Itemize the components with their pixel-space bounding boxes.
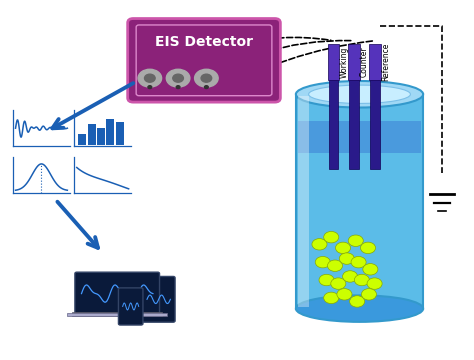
Ellipse shape [296, 295, 423, 322]
Text: Working: Working [340, 46, 349, 78]
Bar [370, 75, 380, 169]
Bar [67, 313, 167, 316]
Bar [298, 121, 421, 153]
Ellipse shape [296, 81, 423, 108]
Circle shape [336, 242, 351, 253]
Circle shape [195, 69, 218, 87]
Circle shape [145, 74, 155, 82]
Circle shape [204, 86, 208, 89]
Circle shape [363, 264, 378, 275]
Circle shape [339, 253, 355, 264]
Bar [116, 122, 124, 145]
FancyBboxPatch shape [118, 288, 143, 325]
Circle shape [367, 278, 382, 289]
Bar [107, 119, 115, 145]
Circle shape [148, 86, 152, 89]
Ellipse shape [309, 85, 410, 103]
Circle shape [361, 289, 376, 300]
Circle shape [138, 69, 162, 87]
Circle shape [331, 278, 346, 289]
Circle shape [312, 239, 327, 250]
Circle shape [350, 296, 365, 307]
Bar [328, 44, 339, 80]
Circle shape [337, 289, 352, 300]
Circle shape [348, 235, 363, 247]
Bar [72, 312, 163, 316]
Circle shape [176, 86, 180, 89]
Bar [78, 134, 86, 145]
Bar [296, 94, 423, 309]
Circle shape [201, 74, 212, 82]
Circle shape [360, 242, 375, 253]
Circle shape [324, 231, 339, 243]
Bar [298, 96, 309, 307]
Circle shape [319, 274, 334, 286]
Bar [348, 44, 359, 80]
Text: Reference: Reference [381, 43, 390, 81]
Circle shape [315, 256, 330, 268]
Circle shape [328, 260, 343, 271]
Circle shape [355, 274, 369, 286]
Circle shape [343, 271, 357, 282]
Text: EIS Detector: EIS Detector [155, 35, 253, 49]
Circle shape [351, 256, 366, 268]
Bar [369, 44, 381, 80]
FancyBboxPatch shape [75, 272, 160, 315]
Text: Counter: Counter [360, 47, 369, 77]
Circle shape [166, 69, 190, 87]
FancyBboxPatch shape [128, 18, 280, 102]
Circle shape [173, 74, 183, 82]
Bar [97, 128, 105, 145]
Bar [88, 124, 96, 145]
Bar [349, 75, 358, 169]
Circle shape [324, 292, 339, 303]
Bar [329, 75, 338, 169]
FancyBboxPatch shape [142, 276, 175, 322]
